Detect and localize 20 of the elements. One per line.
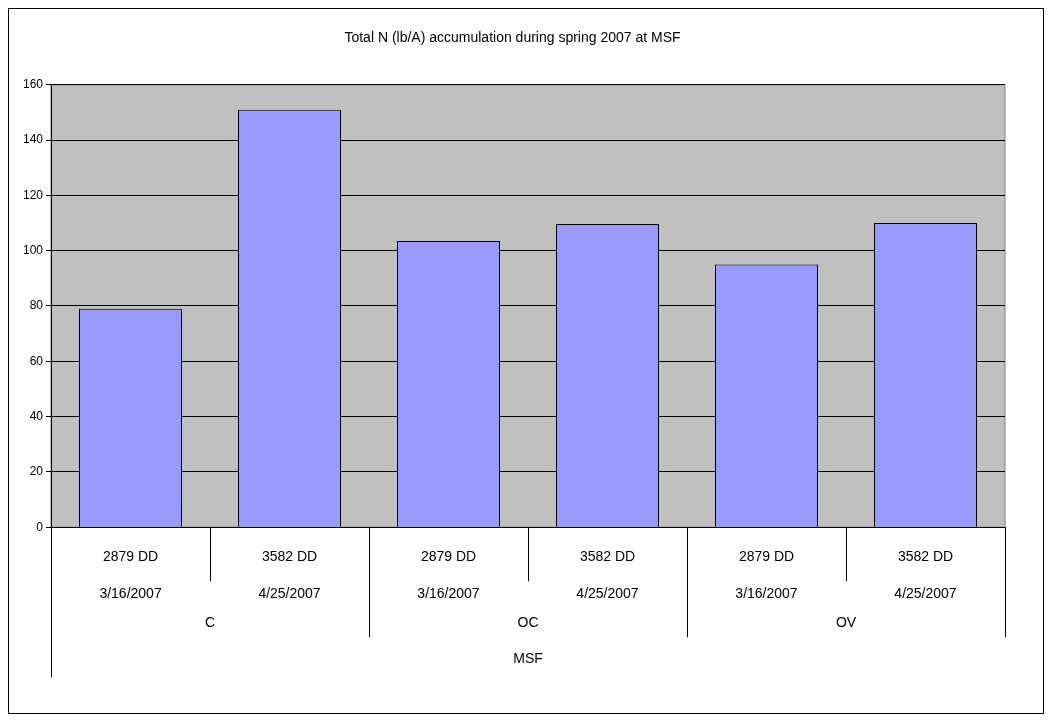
chart-title: Total N (lb/A) accumulation during spring 2007 at MSF bbox=[344, 29, 681, 46]
category-label: 3582 DD 4/25/2007 bbox=[894, 548, 957, 601]
text: OV bbox=[835, 614, 857, 631]
y-tick-label: 60 bbox=[29, 353, 44, 368]
category-label: 3582 DD 4/25/2007 bbox=[576, 548, 639, 601]
y-tick-label: 140 bbox=[22, 132, 44, 147]
y-tick-label: 160 bbox=[22, 77, 44, 92]
y-tick-label: 20 bbox=[29, 464, 44, 479]
text: OC bbox=[517, 614, 539, 631]
text: MSF bbox=[513, 650, 543, 667]
y-tick-label: 80 bbox=[29, 298, 44, 313]
text: C bbox=[204, 614, 216, 631]
y-tick-label: 40 bbox=[29, 408, 44, 423]
category-label: 2879 DD 3/16/2007 bbox=[417, 548, 480, 601]
category-label: 2879 DD 3/16/2007 bbox=[99, 548, 162, 601]
y-tick-label: 120 bbox=[22, 187, 44, 202]
y-tick-label: 100 bbox=[22, 243, 44, 258]
category-label: 2879 DD 3/16/2007 bbox=[735, 548, 798, 601]
y-tick-label: 0 bbox=[36, 519, 44, 534]
category-label: 3582 DD 4/25/2007 bbox=[258, 548, 321, 601]
